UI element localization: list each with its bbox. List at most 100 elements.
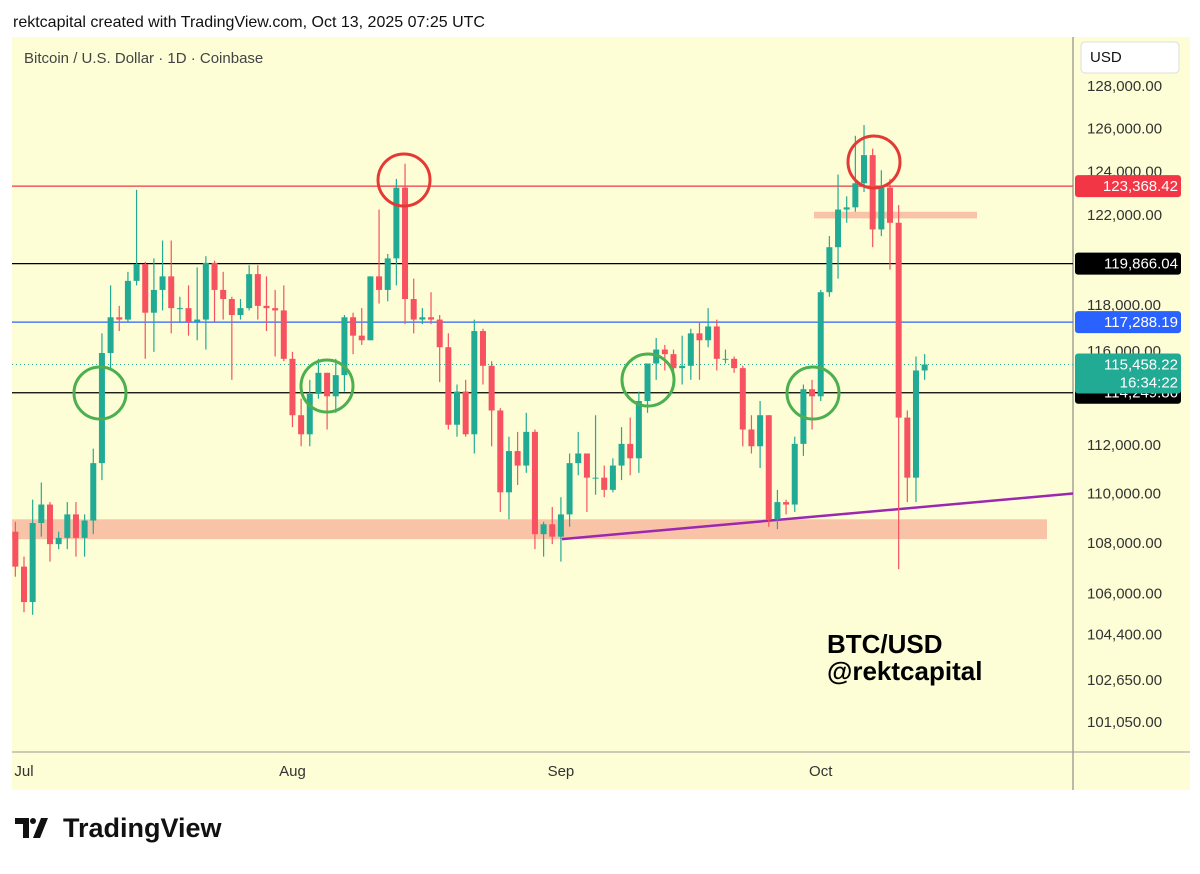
candle-body bbox=[306, 393, 313, 435]
candle-body bbox=[895, 222, 902, 418]
candle-body bbox=[523, 431, 530, 466]
candle-body bbox=[72, 514, 79, 538]
candle-body bbox=[454, 391, 460, 425]
brand: TradingView bbox=[63, 813, 223, 843]
x-tick-label: Oct bbox=[809, 763, 833, 780]
candle-body bbox=[194, 319, 201, 322]
candle-body bbox=[861, 155, 868, 184]
candle-body bbox=[332, 375, 339, 397]
candle-body bbox=[116, 317, 123, 320]
candle-body bbox=[176, 308, 183, 310]
header: rektcapital created with TradingView.com… bbox=[13, 14, 485, 31]
chart-title: Bitcoin / U.S. Dollar · 1D · Coinbase bbox=[24, 50, 263, 67]
candle-body bbox=[774, 502, 781, 520]
candle-body bbox=[98, 353, 105, 464]
candle-body bbox=[46, 504, 53, 545]
candle-body bbox=[272, 308, 279, 311]
y-tick-label: 102,650.00 bbox=[1087, 672, 1162, 689]
candle-body bbox=[445, 347, 452, 425]
candle-body bbox=[220, 289, 227, 300]
candle-body bbox=[159, 276, 166, 290]
candle-body bbox=[185, 308, 192, 322]
candle-body bbox=[211, 262, 218, 290]
candle-body bbox=[358, 335, 365, 341]
candle-body bbox=[505, 451, 512, 493]
candle-body bbox=[488, 365, 495, 411]
y-tick-label: 108,000.00 bbox=[1087, 535, 1162, 552]
candle-body bbox=[202, 262, 209, 320]
level-label: 119,866.04 bbox=[1104, 256, 1178, 273]
highlight-circle bbox=[846, 134, 902, 190]
candle-body bbox=[592, 477, 599, 479]
y-tick-label: 118,000.00 bbox=[1087, 297, 1161, 314]
candle-body bbox=[713, 326, 720, 359]
candle-body bbox=[739, 368, 746, 430]
candle-body bbox=[661, 349, 668, 355]
y-tick-label: 122,000.00 bbox=[1087, 207, 1162, 224]
candle-body bbox=[12, 531, 19, 567]
candle-body bbox=[878, 187, 885, 230]
candle-body bbox=[124, 280, 131, 320]
y-tick-label: 104,400.00 bbox=[1087, 626, 1162, 643]
y-tick-label: 106,000.00 bbox=[1087, 585, 1162, 602]
candle-body bbox=[142, 263, 149, 313]
candle-body bbox=[228, 299, 235, 315]
candle-body bbox=[428, 317, 435, 320]
level-label: 117,288.19 bbox=[1104, 314, 1178, 331]
currency-box bbox=[1080, 41, 1180, 74]
logo bbox=[15, 818, 48, 838]
candle-body bbox=[436, 319, 443, 348]
candle-body bbox=[324, 372, 331, 397]
candle-body bbox=[55, 537, 62, 545]
candle-body bbox=[289, 358, 296, 416]
candle-body bbox=[843, 207, 850, 210]
highlight-circle bbox=[376, 152, 432, 208]
candle-body bbox=[869, 155, 876, 230]
y-tick-label: 110,000.00 bbox=[1087, 486, 1161, 503]
candle-body bbox=[757, 415, 764, 447]
candle-body bbox=[575, 453, 582, 464]
level-label-box bbox=[1075, 252, 1181, 275]
highlight-circle bbox=[620, 352, 676, 408]
candle-body bbox=[21, 566, 27, 603]
candle-body bbox=[402, 187, 409, 300]
candle-body bbox=[609, 465, 616, 490]
candle-body bbox=[479, 331, 486, 366]
y-tick-label: 126,000.00 bbox=[1087, 120, 1162, 137]
candle-body bbox=[852, 183, 859, 208]
candle-body bbox=[384, 258, 391, 290]
candle-body bbox=[748, 429, 755, 447]
candle-body bbox=[531, 431, 538, 535]
x-tick-label: Jul bbox=[14, 763, 33, 780]
level-label: 123,368.42 bbox=[1103, 178, 1178, 195]
candle-body bbox=[81, 520, 88, 538]
candle-body bbox=[497, 410, 504, 493]
candle-body bbox=[540, 524, 547, 535]
candle-body bbox=[583, 453, 590, 478]
candle-body bbox=[168, 276, 175, 309]
candle-body bbox=[921, 364, 928, 371]
candle-body bbox=[462, 391, 469, 435]
candle-body bbox=[393, 187, 400, 259]
level-label-box bbox=[1075, 311, 1181, 334]
candle-body bbox=[670, 354, 677, 369]
candle-body bbox=[687, 333, 694, 366]
candle-body bbox=[887, 187, 893, 223]
logo-icon bbox=[15, 818, 48, 838]
logo-icon bbox=[30, 818, 36, 824]
currency: USD bbox=[1090, 49, 1122, 66]
candle-body bbox=[107, 317, 114, 354]
candle-body bbox=[705, 326, 712, 341]
candle-body bbox=[696, 333, 703, 341]
candle-body bbox=[133, 263, 140, 281]
candle-body bbox=[644, 363, 651, 402]
candle-body bbox=[826, 247, 833, 293]
candle-body bbox=[64, 514, 71, 538]
candle-body bbox=[783, 502, 790, 505]
candle-body bbox=[254, 274, 261, 306]
candle-body bbox=[817, 292, 824, 397]
candle-body bbox=[367, 276, 374, 341]
zone bbox=[12, 519, 1047, 540]
current-price-box bbox=[1075, 353, 1181, 394]
